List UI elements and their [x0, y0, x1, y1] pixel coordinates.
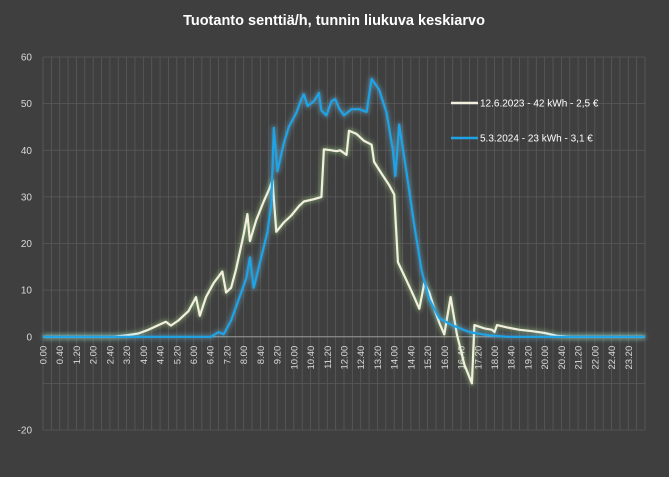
series-lines	[43, 76, 645, 386]
x-tick-label: 9.20	[273, 346, 284, 365]
x-tick-label: 0.00	[39, 346, 50, 365]
x-tick-label: 20.00	[540, 346, 551, 370]
x-tick-label: 3.20	[122, 346, 133, 365]
x-tick-label: 8.40	[256, 346, 267, 365]
x-tick-label: 19.20	[523, 346, 534, 370]
x-tick-label: 5.20	[172, 346, 183, 365]
x-tick-label: 12.00	[340, 346, 351, 370]
x-tick-label: 4.40	[156, 346, 167, 365]
x-tick-label: 15.20	[423, 346, 434, 370]
x-tick-label: 10.00	[289, 346, 300, 370]
x-tick-label: 4.00	[139, 346, 150, 365]
x-tick-label: 16.00	[440, 346, 451, 370]
x-tick-label: 10.40	[306, 346, 317, 370]
x-axis-ticks: 0.00 0.40 1.20 2.00 2.40 3.20 4.00 4.40 5.20 6.00…	[39, 346, 635, 370]
y-axis-ticks: 60 50 40 30 20 10 0 -20	[18, 53, 33, 437]
y-tick-label: 40	[21, 146, 33, 157]
y-tick-label: 0	[26, 332, 32, 343]
x-tick-label: 22.00	[590, 346, 601, 370]
y-tick-label: 20	[21, 239, 33, 250]
x-tick-label: 1.20	[72, 346, 83, 365]
y-tick-label: 30	[21, 192, 33, 203]
x-tick-label: 20.40	[557, 346, 568, 370]
x-tick-label: 8.00	[239, 346, 250, 365]
x-tick-label: 22.40	[607, 346, 618, 370]
x-tick-label: 14.00	[390, 346, 401, 370]
y-tick-label: 60	[21, 53, 33, 64]
x-tick-label: 12.40	[356, 346, 367, 370]
series-1-line	[43, 129, 645, 385]
x-tick-label: 13.20	[373, 346, 384, 370]
legend-label-2: 5.3.2024 - 23 kWh - 3,1 €	[480, 134, 593, 145]
y-tick-label: -20	[18, 426, 33, 437]
grid	[42, 56, 646, 431]
x-tick-label: 7.20	[222, 346, 233, 365]
x-tick-label: 14.40	[406, 346, 417, 370]
legend: 12.6.2023 - 42 kWh - 2,5 € 5.3.2024 - 23 …	[451, 99, 599, 145]
x-tick-label: 2.00	[89, 346, 100, 365]
x-tick-label: 23.20	[624, 346, 635, 370]
chart-title: Tuotanto senttiä/h, tunnin liukuva keski…	[183, 13, 485, 29]
legend-label-1: 12.6.2023 - 42 kWh - 2,5 €	[480, 99, 599, 110]
x-tick-label: 21.20	[574, 346, 585, 370]
x-tick-label: 11.20	[323, 346, 334, 369]
x-tick-label: 18.00	[490, 346, 501, 370]
x-tick-label: 17.20	[473, 346, 484, 370]
series-2-line	[43, 77, 645, 338]
x-tick-label: 0.40	[55, 346, 66, 365]
x-tick-label: 6.00	[189, 346, 200, 365]
y-tick-label: 10	[21, 286, 33, 297]
x-tick-label: 2.40	[105, 346, 116, 365]
y-tick-label: 50	[21, 99, 33, 110]
x-tick-label: 6.40	[206, 346, 217, 365]
x-tick-label: 18.40	[507, 346, 518, 370]
